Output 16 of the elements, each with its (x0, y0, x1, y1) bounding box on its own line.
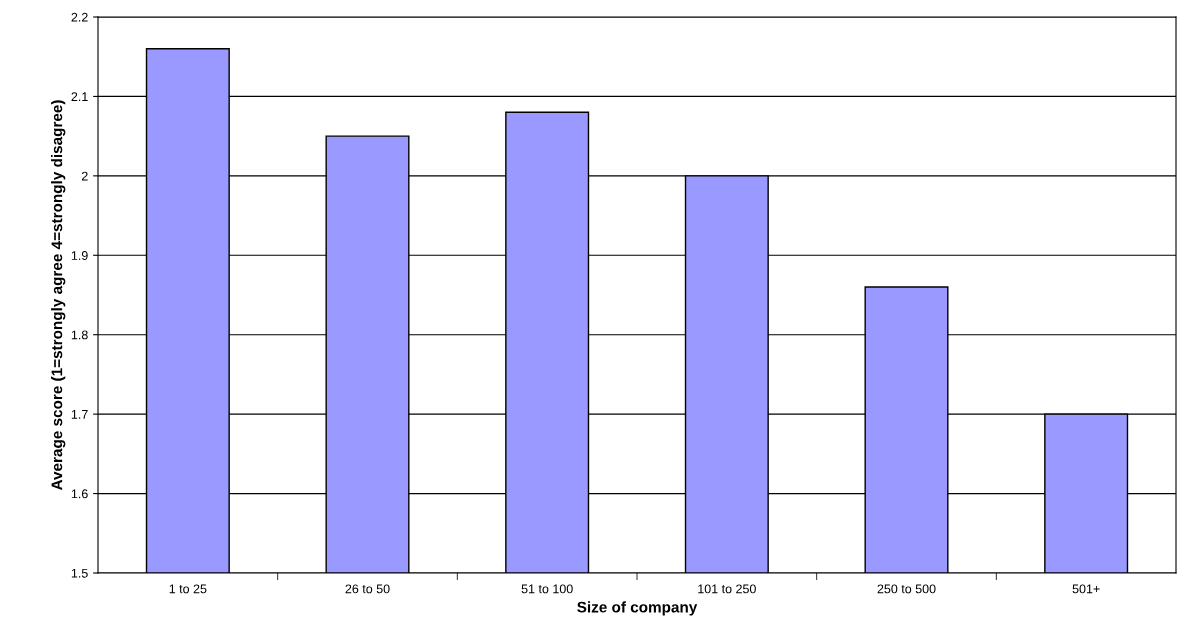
x-tick-label: 1 to 25 (169, 584, 207, 594)
y-axis-title: Average score (1=strongly agree 4=strongly disagree) (51, 100, 66, 491)
y-tick-label: 2.1 (71, 92, 88, 101)
y-tick-label: 1.6 (71, 489, 88, 499)
y-tick-label: 2 (81, 171, 88, 181)
x-tick-label: 51 to 100 (521, 584, 573, 594)
x-tick-label: 250 to 500 (877, 584, 936, 594)
x-axis-title: Size of company (577, 601, 698, 616)
y-tick-label: 1.9 (71, 251, 88, 260)
y-tick-label: 2.2 (71, 12, 88, 22)
x-tick-label: 26 to 50 (345, 584, 390, 594)
y-tick-label: 1.7 (71, 410, 88, 419)
y-tick-label: 1.5 (71, 568, 88, 578)
x-tick-label: 501+ (1072, 584, 1100, 594)
y-tick-label: 1.8 (71, 330, 88, 340)
x-tick-label: 101 to 250 (698, 584, 756, 594)
